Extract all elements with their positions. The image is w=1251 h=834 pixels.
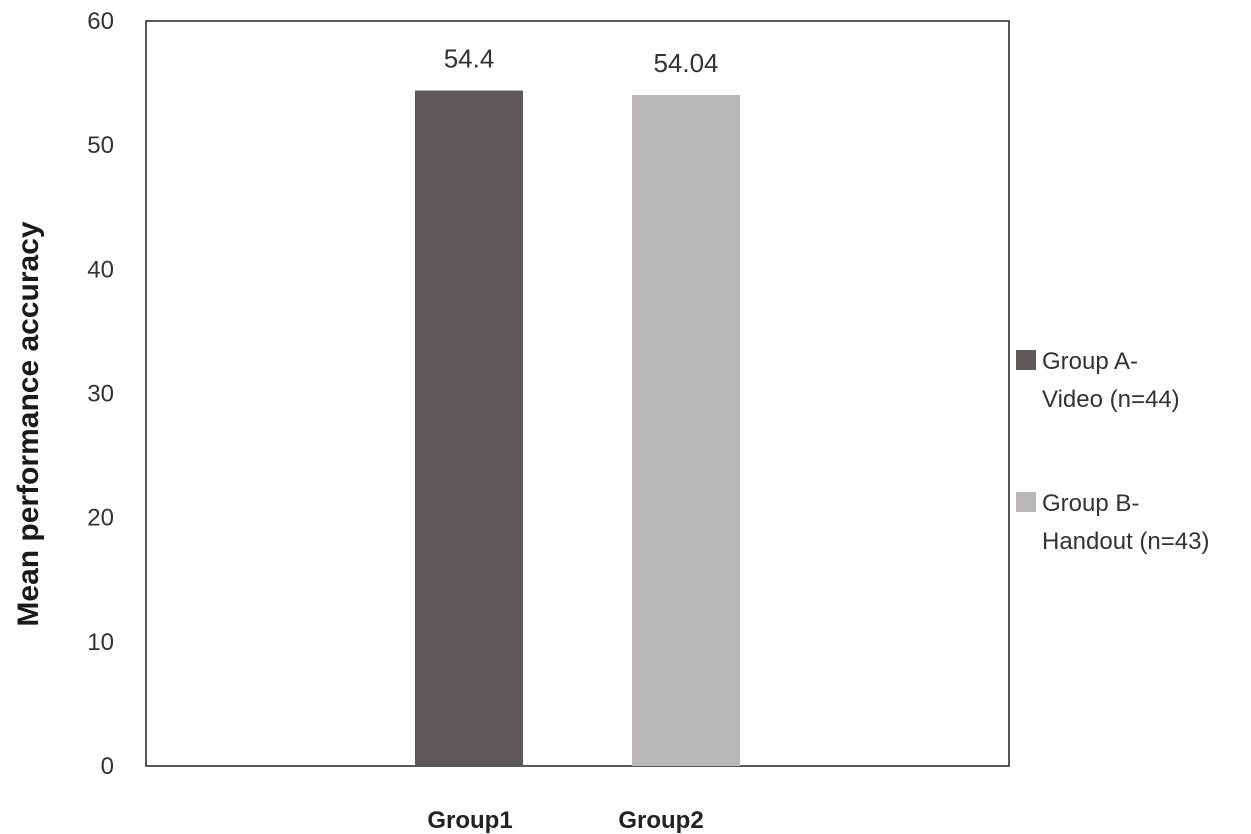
y-tick-label: 50 [87, 132, 114, 159]
legend-label: Video (n=44) [1042, 386, 1180, 413]
legend-label: Handout (n=43) [1042, 528, 1209, 555]
plot-area-frame [145, 20, 1010, 767]
data-label-group2: 54.04 [653, 48, 718, 78]
y-tick-label: 30 [87, 381, 114, 408]
legend-swatch [1016, 350, 1036, 370]
legend-label: Group B- [1042, 490, 1139, 517]
x-axis-category-labels: Group1 Group2 [427, 807, 703, 834]
category-label-group1: Group1 [427, 807, 512, 834]
category-label-group2: Group2 [618, 807, 703, 834]
bar-group2 [632, 95, 740, 766]
legend-swatch [1016, 492, 1036, 512]
data-label-group1: 54.4 [444, 44, 495, 74]
data-labels: 54.4 54.04 [444, 44, 719, 78]
y-axis-title: Mean performance accuracy [12, 221, 45, 627]
legend: Group A- Video (n=44) Group B- Handout (n=4… [1016, 348, 1209, 555]
y-tick-label: 60 [87, 8, 114, 35]
y-tick-label: 10 [87, 629, 114, 656]
bars [415, 90, 740, 767]
y-axis-ticks: 0 10 20 30 40 50 60 [87, 8, 114, 780]
legend-label: Group A- [1042, 348, 1138, 375]
y-tick-label: 40 [87, 256, 114, 283]
y-tick-label: 20 [87, 505, 114, 532]
y-tick-label: 0 [101, 753, 114, 780]
bar-group1 [415, 90, 523, 767]
